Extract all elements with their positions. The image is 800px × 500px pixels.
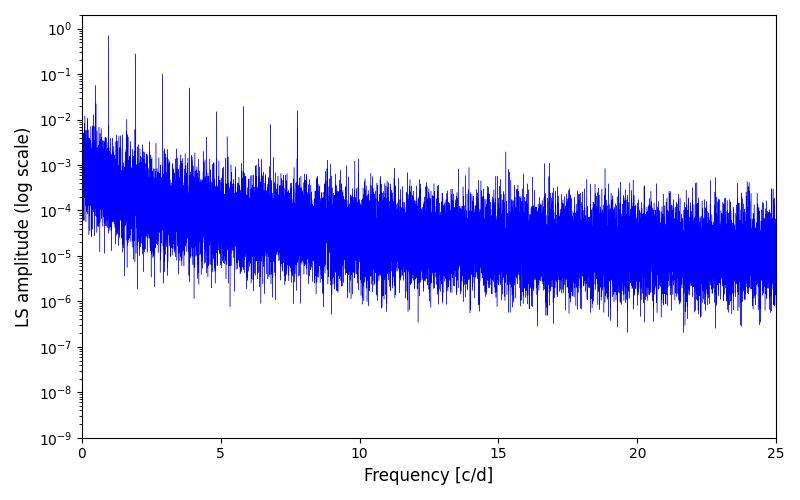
X-axis label: Frequency [c/d]: Frequency [c/d] [364,467,494,485]
Y-axis label: LS amplitude (log scale): LS amplitude (log scale) [15,126,33,326]
